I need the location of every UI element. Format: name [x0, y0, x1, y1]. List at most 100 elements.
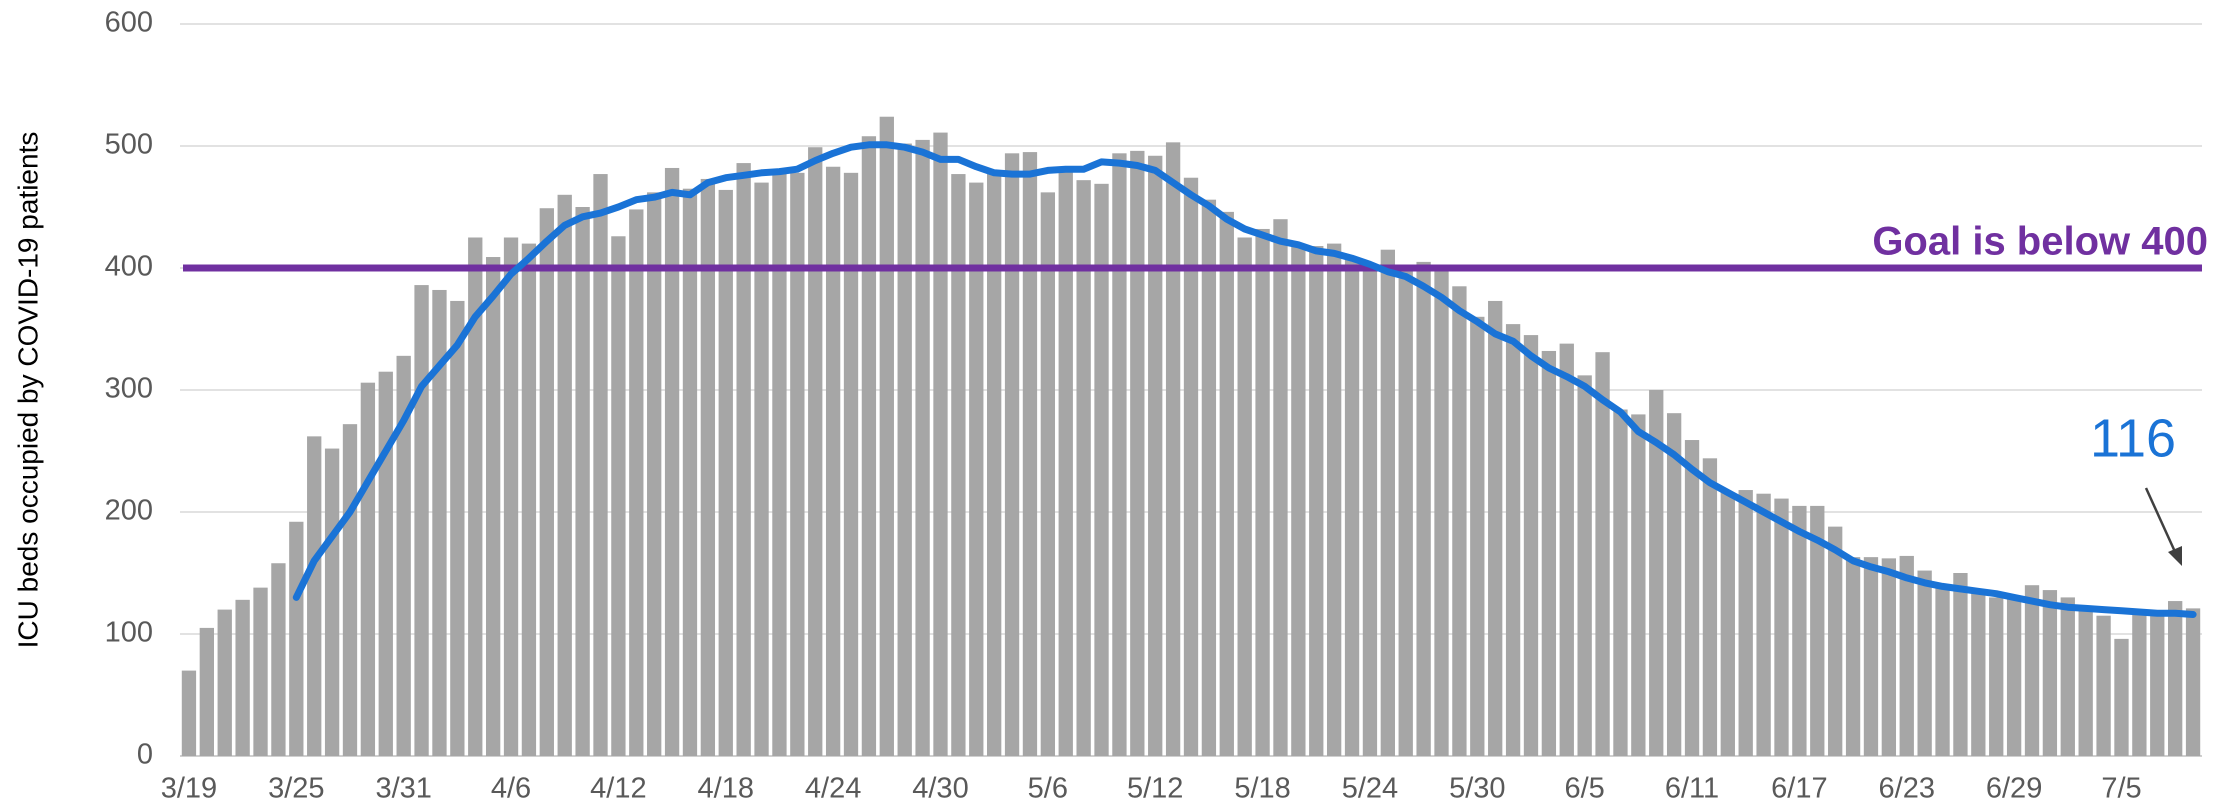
bar: [235, 599, 250, 756]
bar: [1989, 597, 2004, 756]
x-tick-label: 6/23: [1879, 773, 1935, 802]
x-tick-label: 6/11: [1665, 773, 1719, 802]
bar: [1881, 558, 1897, 756]
x-tick-label: 4/12: [590, 773, 646, 802]
bar: [1971, 590, 1986, 756]
bar: [1953, 573, 1968, 756]
bar: [1309, 246, 1324, 757]
bar: [772, 170, 787, 756]
bar: [2185, 608, 2201, 756]
bar: [2168, 601, 2183, 756]
bar: [253, 587, 268, 756]
bar: [1541, 350, 1557, 756]
x-tick-label: 7/5: [2101, 773, 2141, 802]
bar: [1684, 440, 1700, 756]
bar: [1613, 409, 1628, 756]
bar: [1040, 192, 1056, 757]
x-tick-label: 5/24: [1342, 773, 1398, 802]
y-tick-label: 300: [105, 373, 153, 405]
y-tick-label: 200: [105, 495, 153, 527]
bar: [1255, 228, 1270, 756]
bar: [879, 116, 894, 757]
bar: [897, 143, 912, 756]
bar: [1398, 268, 1413, 756]
bar: [843, 172, 859, 757]
x-tick-label: 4/6: [491, 773, 531, 802]
bar: [414, 285, 429, 756]
bar: [1380, 249, 1395, 756]
bar: [754, 182, 769, 757]
y-tick-label: 400: [105, 251, 153, 283]
bar: [915, 139, 930, 756]
bar: [969, 182, 984, 757]
bar: [2060, 597, 2075, 756]
bar: [521, 243, 537, 757]
x-tick-label: 3/31: [375, 773, 431, 802]
bar: [485, 257, 501, 756]
bar: [861, 136, 877, 757]
bar: [611, 236, 626, 756]
bar: [1845, 557, 1861, 756]
x-tick-label: 3/25: [268, 773, 324, 802]
bar: [1326, 243, 1342, 757]
bar: [1291, 243, 1306, 757]
bar: [271, 563, 286, 756]
bar: [1201, 199, 1217, 756]
bar: [593, 174, 608, 756]
x-tick-label: 5/30: [1449, 773, 1505, 802]
bar: [324, 448, 340, 756]
bar: [1828, 526, 1843, 756]
bar: [951, 174, 966, 756]
bar: [1004, 153, 1020, 756]
end-value-label: 116: [2090, 408, 2176, 468]
bar: [1183, 177, 1199, 757]
x-tick-label: 6/17: [1771, 773, 1827, 802]
bar: [1058, 170, 1073, 756]
bar: [1237, 237, 1252, 756]
annotation-arrow: [2144, 487, 2178, 555]
bar: [629, 209, 644, 756]
bar: [1470, 316, 1485, 756]
bar: [1935, 583, 1950, 756]
bar: [360, 382, 376, 756]
bar: [199, 627, 214, 756]
x-tick-label: 6/29: [1986, 773, 2042, 802]
bar: [1720, 492, 1735, 756]
bar: [1702, 458, 1718, 756]
bar: [1362, 268, 1378, 756]
bar: [432, 289, 447, 756]
bar: [987, 172, 1002, 757]
y-tick-label: 500: [105, 129, 153, 161]
bar: [825, 166, 841, 757]
y-axis-title: ICU beds occupied by COVID-19 patients: [12, 132, 43, 649]
bar: [539, 208, 554, 757]
bar: [1899, 555, 1914, 756]
bar: [1810, 505, 1825, 756]
bar: [2132, 614, 2147, 756]
bar: [1917, 570, 1932, 756]
bar: [1344, 259, 1360, 756]
bar: [2150, 610, 2165, 756]
bar: [1774, 498, 1789, 756]
bar: [1416, 261, 1431, 756]
bar: [2114, 638, 2129, 756]
bar: [664, 167, 680, 756]
bar: [1666, 413, 1682, 756]
bar: [2078, 609, 2093, 756]
bar: [1649, 390, 1664, 756]
bar: [1219, 211, 1234, 756]
bar: [808, 147, 823, 757]
bar: [2042, 590, 2058, 756]
bar: [1523, 335, 1539, 756]
bar: [1094, 183, 1109, 756]
bar: [1022, 152, 1038, 757]
bar: [2024, 585, 2040, 756]
bar: [217, 609, 232, 756]
bar: [1452, 286, 1467, 756]
x-tick-label: 4/24: [805, 773, 861, 802]
bar: [289, 521, 304, 756]
bar: [700, 178, 716, 756]
bar: [647, 192, 662, 757]
bar: [1792, 505, 1807, 756]
